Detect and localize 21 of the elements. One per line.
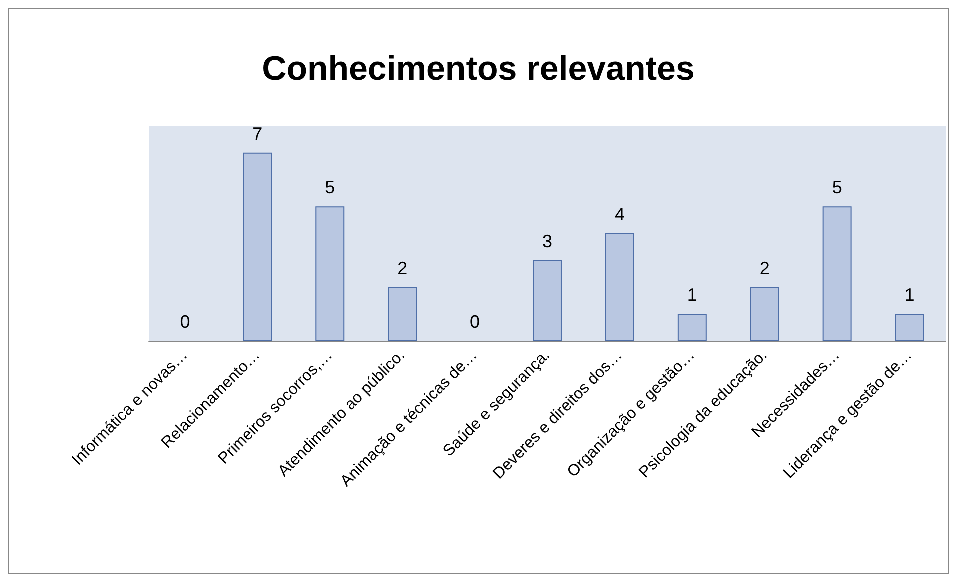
data-label: 7: [252, 124, 263, 144]
bar: [243, 152, 272, 341]
bar: [750, 287, 780, 341]
bar: [895, 314, 924, 341]
bar: [316, 206, 345, 341]
data-label: 2: [398, 258, 408, 278]
chart-title: Conhecimentos relevantes: [262, 50, 695, 88]
bar: [678, 314, 707, 341]
bar: [533, 260, 562, 341]
data-label: 0: [470, 312, 480, 332]
data-label: 3: [542, 231, 553, 252]
data-label: 1: [904, 285, 915, 306]
bar: [605, 234, 634, 341]
data-label: 1: [687, 285, 698, 306]
bar: [388, 287, 418, 341]
data-label: 5: [832, 178, 842, 198]
data-label: 0: [180, 312, 190, 332]
bar: [822, 206, 852, 341]
data-label: 5: [325, 178, 336, 198]
data-label: 4: [614, 204, 625, 224]
data-label: 2: [760, 258, 770, 278]
